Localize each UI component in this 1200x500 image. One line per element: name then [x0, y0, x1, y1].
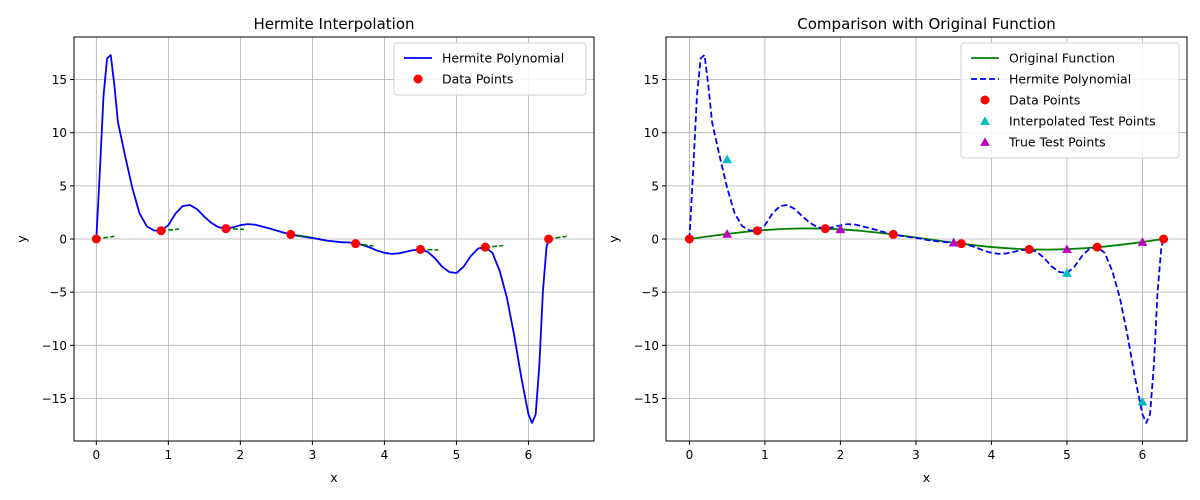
data-point	[752, 226, 762, 236]
x-axis-label: x	[923, 470, 930, 485]
test-point	[722, 154, 732, 164]
data-point	[91, 234, 101, 244]
x-tick-label: 3	[912, 448, 920, 462]
y-tick-label: −15	[42, 392, 67, 406]
data-point	[221, 224, 231, 234]
legend-box	[960, 42, 1180, 159]
chart-title: Hermite Interpolation	[253, 15, 414, 33]
chart-1: 0 1 2 3 4 5 6 −15 −10 −5 0 5 10 15 Comparison with Ori…	[606, 15, 1188, 485]
x-tick-label: 5	[1063, 448, 1071, 462]
y-tick-label: 10	[52, 126, 67, 140]
x-tick-label: 6	[1139, 448, 1147, 462]
chart-0: 0 1 2 3 4 5 6 −15 −10 −5 0 5 10 15 Hermite Interpolati…	[14, 15, 595, 485]
legend-marker-swatch	[413, 74, 423, 84]
legend-entry: Interpolated Test Points	[1009, 114, 1156, 129]
data-point	[286, 229, 296, 239]
legend: Hermite Polynomial Data Points	[393, 42, 587, 96]
legend: Original Function Hermite Polynomial Data …	[960, 42, 1180, 159]
legend-entry: Data Points	[1009, 93, 1080, 108]
y-axis-label: y	[606, 235, 621, 243]
plot-area	[688, 54, 1165, 424]
series-line-1	[688, 54, 1165, 424]
y-tick-label: −10	[42, 339, 67, 353]
data-point	[156, 226, 166, 236]
data-point	[1024, 244, 1034, 254]
data-point	[544, 234, 554, 244]
legend-entry: Hermite Polynomial	[442, 51, 564, 66]
test-point	[1062, 244, 1072, 254]
legend-marker-swatch	[980, 116, 990, 125]
y-tick-label: −15	[634, 392, 659, 406]
chart-title: Comparison with Original Function	[797, 15, 1055, 33]
y-tick-label: −5	[49, 286, 67, 300]
x-tick-label: 4	[381, 448, 389, 462]
x-tick-label: 1	[165, 448, 173, 462]
data-point	[1159, 234, 1169, 244]
y-tick-label: −5	[641, 286, 659, 300]
x-tick-label: 5	[453, 448, 461, 462]
legend-marker-swatch	[980, 95, 990, 105]
x-tick-label: 4	[988, 448, 996, 462]
data-point	[956, 239, 966, 249]
data-point	[684, 234, 694, 244]
legend-marker-swatch	[980, 137, 990, 146]
x-tick-label: 2	[237, 448, 245, 462]
legend-entry: True Test Points	[1008, 135, 1106, 150]
y-tick-label: 0	[59, 233, 67, 247]
series-line-0	[95, 54, 550, 424]
data-point	[415, 244, 425, 254]
data-point	[888, 229, 898, 239]
test-point	[948, 237, 959, 247]
y-tick-label: 15	[52, 73, 67, 87]
x-tick-label: 6	[525, 448, 533, 462]
y-tick-label: 15	[644, 73, 659, 87]
data-point	[351, 239, 361, 249]
x-tick-label: 0	[93, 448, 101, 462]
legend-entry: Data Points	[442, 72, 513, 87]
data-point	[480, 242, 490, 252]
y-tick-label: 5	[59, 179, 67, 193]
test-point	[1137, 396, 1148, 406]
test-point	[1137, 237, 1148, 246]
x-axis-label: x	[330, 470, 337, 485]
legend-box	[393, 42, 587, 96]
y-tick-label: −10	[634, 339, 659, 353]
legend-entry: Original Function	[1009, 51, 1115, 66]
y-tick-label: 5	[651, 179, 659, 193]
x-tick-label: 1	[761, 448, 769, 462]
x-tick-label: 0	[686, 448, 694, 462]
test-point	[835, 224, 846, 234]
test-point	[722, 229, 732, 238]
data-point	[1092, 242, 1102, 252]
y-axis-label: y	[14, 235, 29, 243]
legend-entry: Hermite Polynomial	[1009, 72, 1131, 87]
y-tick-label: 10	[644, 126, 659, 140]
data-point	[820, 224, 830, 234]
x-tick-label: 2	[837, 448, 845, 462]
test-point	[1062, 268, 1072, 277]
y-tick-label: 0	[651, 233, 659, 247]
x-tick-label: 3	[309, 448, 317, 462]
